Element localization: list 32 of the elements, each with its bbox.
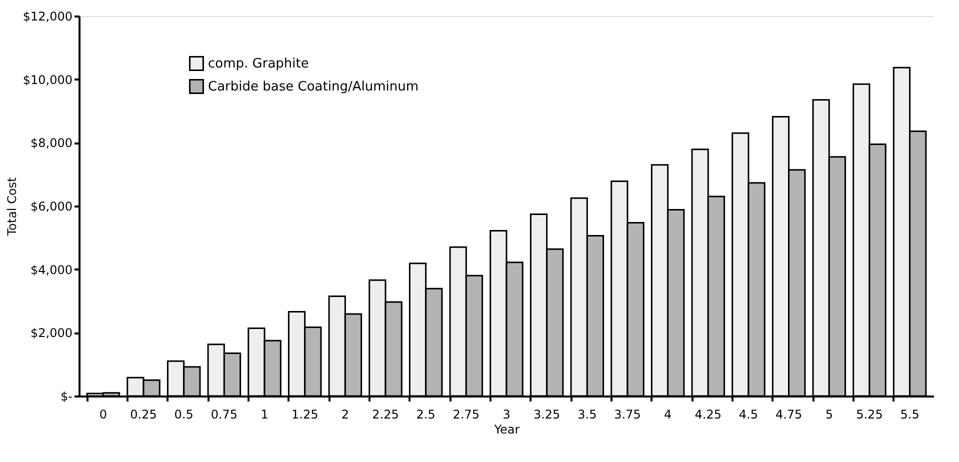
y-tick-label: $6,000 — [30, 200, 72, 214]
x-tick-label: 0 — [99, 408, 108, 422]
y-tick-label: $10,000 — [22, 72, 72, 87]
y-tick-label: $12,000 — [22, 10, 72, 24]
x-tick-label: 2 — [341, 408, 349, 422]
x-tick-label: 0.25 — [130, 408, 157, 422]
legend-label: comp. Graphite — [208, 56, 309, 72]
x-tick-label: 0.5 — [174, 408, 194, 422]
x-axis-title: Year — [493, 422, 520, 436]
x-tick-label: 3.75 — [614, 408, 641, 422]
y-tick-label: $2,000 — [30, 326, 72, 340]
y-axis-title: Total Cost — [4, 176, 19, 237]
x-tick-label: 3.5 — [578, 408, 597, 422]
x-tick-label: 1.25 — [291, 408, 318, 422]
x-tick-label: 1 — [260, 408, 268, 422]
x-tick-label: 4 — [664, 408, 672, 422]
x-tick-label: 4.75 — [775, 408, 802, 422]
x-tick-label: 5.5 — [900, 408, 920, 422]
x-tick-label: 5.25 — [856, 408, 883, 422]
x-tick-label: 3.25 — [533, 408, 560, 422]
x-tick-label: 5 — [825, 408, 833, 422]
y-tick-label: $4,000 — [30, 262, 72, 277]
x-tick-label: 0.75 — [210, 408, 238, 422]
x-tick-label: 4.25 — [694, 408, 722, 422]
x-tick-label: 4.5 — [738, 408, 758, 422]
legend-label: Carbide base Coating/Aluminum — [208, 80, 418, 94]
x-tick-label: 2.75 — [452, 408, 480, 422]
x-tick-label: 2.25 — [372, 408, 399, 422]
y-tick-label: $- — [60, 390, 72, 404]
x-tick-label: 2.5 — [416, 408, 436, 422]
y-tick-label: $8,000 — [30, 136, 72, 150]
x-tick-label: 3 — [502, 408, 510, 422]
